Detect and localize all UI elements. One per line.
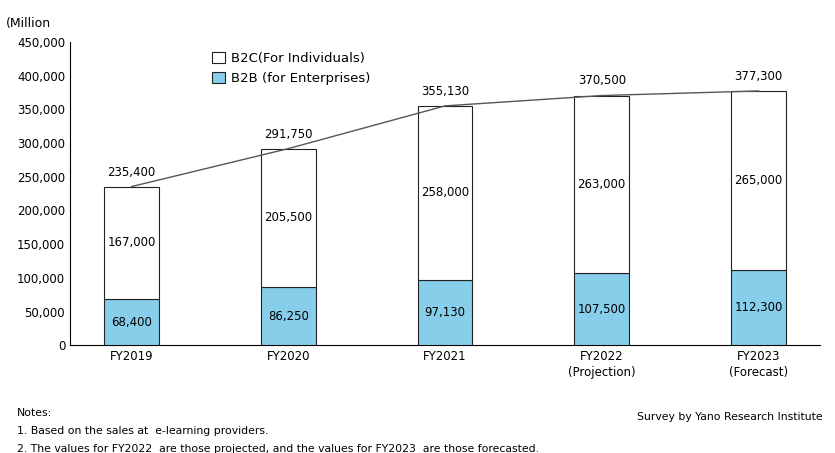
Bar <box>261 287 316 345</box>
Bar <box>574 273 629 345</box>
Text: 1. Based on the sales at  e-learning providers.: 1. Based on the sales at e-learning prov… <box>17 426 268 436</box>
Bar <box>104 299 159 345</box>
Text: 112,300: 112,300 <box>734 301 782 314</box>
Text: 291,750: 291,750 <box>264 128 312 140</box>
Text: 265,000: 265,000 <box>734 174 782 187</box>
Text: 377,300: 377,300 <box>734 70 782 83</box>
Text: 235,400: 235,400 <box>108 165 155 178</box>
Text: 167,000: 167,000 <box>108 236 155 249</box>
Text: (Million: (Million <box>6 17 52 30</box>
Text: 370,500: 370,500 <box>578 74 625 87</box>
Bar <box>418 106 473 280</box>
Text: 205,500: 205,500 <box>264 212 312 224</box>
Text: 107,500: 107,500 <box>578 303 626 316</box>
Text: 97,130: 97,130 <box>424 306 465 319</box>
Text: 86,250: 86,250 <box>268 310 309 323</box>
Bar <box>418 280 473 345</box>
Text: Notes:: Notes: <box>17 408 52 418</box>
Text: 258,000: 258,000 <box>421 186 469 199</box>
Text: 2. The values for FY2022  are those projected, and the values for FY2023  are th: 2. The values for FY2022 are those proje… <box>17 444 539 453</box>
Text: 263,000: 263,000 <box>578 178 626 191</box>
Legend: B2C(For Individuals), B2B (for Enterprises): B2C(For Individuals), B2B (for Enterpris… <box>211 52 371 85</box>
Bar <box>104 187 159 299</box>
Text: 355,130: 355,130 <box>421 85 469 98</box>
Text: Survey by Yano Research Institute: Survey by Yano Research Institute <box>637 412 822 422</box>
Bar <box>731 91 786 270</box>
Bar <box>261 149 316 287</box>
Text: 68,400: 68,400 <box>111 316 152 329</box>
Bar <box>731 270 786 345</box>
Bar <box>574 96 629 273</box>
